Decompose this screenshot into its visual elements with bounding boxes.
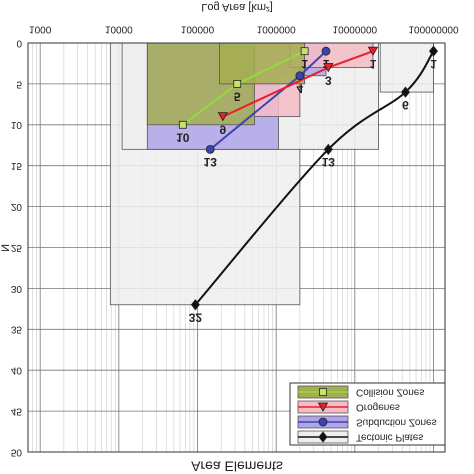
data-label: 10 bbox=[176, 131, 190, 145]
legend-marker bbox=[318, 431, 328, 443]
y-tick-label: 20 bbox=[11, 201, 23, 212]
x-tick-label: 10000000 bbox=[333, 23, 378, 34]
y-tick-label: 40 bbox=[11, 365, 23, 376]
legend-marker bbox=[319, 388, 327, 396]
y-tick-label: 25 bbox=[11, 242, 23, 253]
data-label: 13 bbox=[204, 155, 218, 169]
data-label: 1 bbox=[301, 57, 308, 71]
marker bbox=[233, 79, 242, 88]
y-tick-label: 5 bbox=[16, 78, 22, 89]
plot-frame bbox=[27, 42, 446, 453]
y-tick-label: 35 bbox=[11, 324, 23, 335]
x-tick-label: 10000 bbox=[105, 23, 133, 34]
data-label: 32 bbox=[189, 311, 203, 325]
y-tick-label: 0 bbox=[16, 37, 22, 48]
data-label: 9 bbox=[220, 122, 227, 136]
marker bbox=[205, 144, 215, 154]
series-line bbox=[194, 50, 435, 306]
y-tick-label: 30 bbox=[11, 283, 23, 294]
range-box bbox=[219, 42, 306, 85]
y-axis-label: N bbox=[0, 244, 12, 252]
legend-label: Tectonic Plates bbox=[356, 431, 423, 442]
y-tick-label: 15 bbox=[11, 160, 23, 171]
y-tick-label: 50 bbox=[11, 446, 23, 457]
data-label: 4 bbox=[297, 82, 304, 96]
data-label: 1 bbox=[430, 57, 437, 71]
data-label: 3 bbox=[325, 73, 332, 87]
x-tick-label: 1000000 bbox=[257, 23, 296, 34]
marker bbox=[178, 120, 187, 129]
legend-marker bbox=[317, 402, 329, 412]
data-label: 13 bbox=[322, 155, 336, 169]
range-box bbox=[379, 42, 434, 93]
marker bbox=[190, 299, 200, 311]
marker bbox=[428, 45, 439, 57]
data-label: 6 bbox=[402, 98, 409, 112]
legend-marker bbox=[318, 417, 328, 427]
y-tick-label: 10 bbox=[11, 119, 23, 130]
chart-title: Area Elements bbox=[191, 458, 283, 474]
marker bbox=[367, 46, 379, 56]
legend-label: Subduction Zones bbox=[356, 416, 437, 427]
marker bbox=[217, 112, 229, 122]
marker bbox=[295, 71, 305, 81]
x-tick-label: 100000 bbox=[181, 23, 215, 34]
marker bbox=[323, 143, 333, 155]
legend-label: Orogenes bbox=[356, 401, 400, 412]
data-label: 5 bbox=[234, 90, 241, 104]
marker bbox=[321, 46, 331, 56]
marker bbox=[300, 47, 309, 56]
x-tick-label: 1000 bbox=[29, 23, 52, 34]
x-tick-label: 100000000 bbox=[408, 23, 458, 34]
data-label: 1 bbox=[370, 57, 377, 71]
marker bbox=[323, 63, 334, 73]
x-axis-label: Log Area [km²] bbox=[201, 1, 273, 13]
marker bbox=[400, 86, 410, 98]
y-tick-label: 45 bbox=[11, 405, 23, 416]
legend-label: Collision Zones bbox=[356, 386, 424, 397]
